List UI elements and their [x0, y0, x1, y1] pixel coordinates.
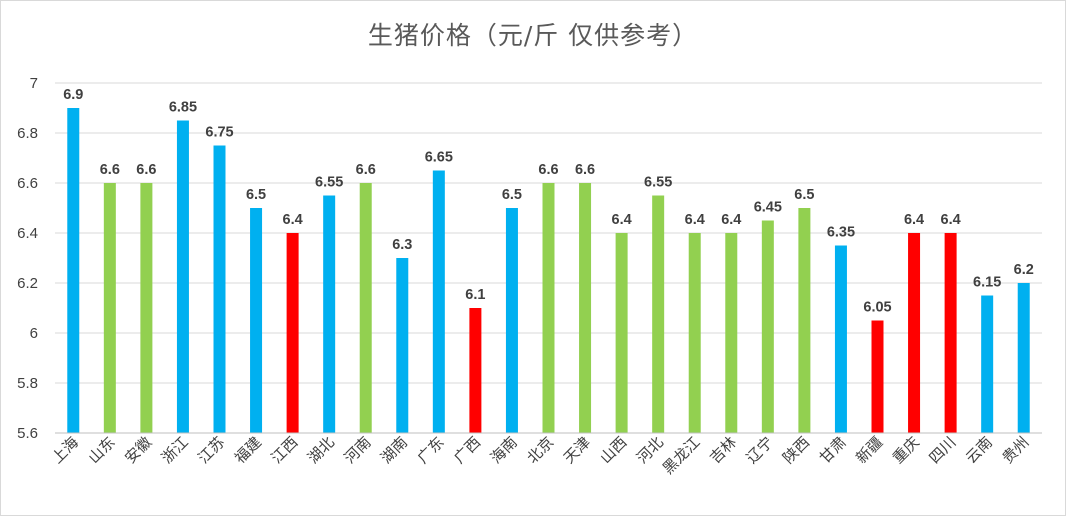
- bar: [323, 195, 336, 433]
- data-label: 6.4: [612, 212, 632, 228]
- data-label: 6.05: [863, 300, 891, 316]
- data-label: 6.4: [941, 212, 961, 228]
- x-tick-label: 海南: [487, 433, 521, 467]
- bar: [652, 195, 665, 433]
- data-label: 6.55: [315, 175, 343, 191]
- bar: [798, 208, 811, 433]
- bar: [213, 145, 226, 433]
- x-tick-label: 江苏: [194, 433, 228, 467]
- bar: [579, 183, 592, 433]
- data-label: 6.5: [794, 187, 814, 203]
- bar: [286, 233, 299, 433]
- data-label: 6.5: [502, 187, 522, 203]
- chart-title: 生猪价格（元/斤 仅供参考）: [367, 21, 699, 50]
- bar: [176, 120, 189, 433]
- data-label: 6.6: [136, 162, 156, 178]
- data-label: 6.75: [205, 125, 233, 141]
- bar: [140, 183, 153, 433]
- data-label: 6.6: [100, 162, 120, 178]
- y-tick-label: 6.2: [17, 275, 38, 292]
- x-axis: 上海 山东 安徽 浙江 江苏 福建 江西 湖北 河南 湖南 广东 广西 海南 北京 天津 山西 河北黑龙江 吉林辽…: [48, 432, 1042, 478]
- x-tick-label: 吉林: [706, 433, 740, 467]
- bar: [761, 220, 774, 433]
- data-label: 6.4: [283, 212, 303, 228]
- x-tick-label: 江西: [267, 433, 301, 467]
- data-label: 6.35: [827, 225, 855, 241]
- bars: [67, 108, 1030, 433]
- x-tick-label: 安徽: [121, 433, 155, 467]
- data-label: 6.6: [575, 162, 595, 178]
- data-label: 6.4: [904, 212, 924, 228]
- x-tick-label: 福建: [231, 433, 265, 467]
- y-tick-label: 5.8: [17, 375, 38, 392]
- data-label: 6.45: [754, 200, 782, 216]
- x-tick-label: 山东: [85, 433, 119, 467]
- data-label: 6.5: [246, 187, 266, 203]
- data-label: 6.55: [644, 175, 672, 191]
- x-tick-label: 北京: [523, 433, 557, 467]
- x-tick-label: 云南: [962, 433, 996, 467]
- y-axis: 5.6 5.8 6 6.2 6.4 6.6 6.8 7: [17, 75, 38, 442]
- bar: [396, 258, 409, 433]
- x-tick-label: 黑龙江: [659, 433, 704, 478]
- data-labels: 6.9 6.6 6.6 6.85 6.75 6.5 6.4 6.55 6.6 6.3 6.65 6.1…: [63, 87, 1034, 316]
- data-label: 6.85: [169, 100, 197, 116]
- x-tick-label: 广西: [450, 433, 484, 467]
- bar: [1017, 283, 1030, 433]
- x-tick-label: 陕西: [779, 433, 813, 467]
- y-tick-label: 6.6: [17, 175, 38, 192]
- x-tick-label: 贵州: [999, 433, 1033, 467]
- data-label: 6.6: [538, 162, 558, 178]
- data-label: 6.1: [465, 287, 485, 303]
- bar: [871, 320, 884, 433]
- x-tick-label: 重庆: [889, 433, 923, 467]
- y-tick-label: 6.8: [17, 125, 38, 142]
- x-tick-label: 湖北: [304, 433, 338, 467]
- bar: [615, 233, 628, 433]
- x-tick-label: 河南: [341, 433, 375, 467]
- bar: [103, 183, 116, 433]
- data-label: 6.9: [63, 87, 83, 103]
- y-tick-label: 7: [30, 75, 38, 92]
- bar: [505, 208, 518, 433]
- bar: [432, 170, 445, 433]
- data-label: 6.15: [973, 275, 1001, 291]
- x-tick-label: 广东: [414, 433, 448, 467]
- bar: [250, 208, 263, 433]
- data-label: 6.6: [356, 162, 376, 178]
- data-label: 6.3: [392, 237, 412, 253]
- data-label: 6.65: [425, 150, 453, 166]
- bar: [908, 233, 921, 433]
- x-tick-label: 甘肃: [816, 433, 850, 467]
- x-tick-label: 山西: [596, 433, 630, 467]
- bar: [469, 308, 482, 433]
- x-tick-label: 四川: [925, 433, 959, 467]
- bar: [725, 233, 738, 433]
- x-tick-label: 湖南: [377, 433, 411, 467]
- y-tick-label: 5.6: [17, 425, 38, 442]
- x-tick-label: 辽宁: [743, 433, 777, 467]
- data-label: 6.4: [685, 212, 705, 228]
- x-tick-label: 浙江: [158, 433, 192, 467]
- bar: [688, 233, 701, 433]
- bar: [834, 245, 847, 433]
- bar: [359, 183, 372, 433]
- y-tick-label: 6.4: [17, 225, 38, 242]
- x-tick-label: 新疆: [852, 433, 886, 467]
- x-tick-label: 上海: [48, 433, 82, 467]
- bar: [542, 183, 555, 433]
- x-tick-label: 天津: [560, 433, 594, 467]
- bar: [944, 233, 957, 433]
- data-label: 6.2: [1014, 262, 1034, 278]
- y-tick-label: 6: [30, 325, 38, 342]
- bar: [67, 108, 80, 433]
- data-label: 6.4: [721, 212, 741, 228]
- bar: [981, 295, 994, 433]
